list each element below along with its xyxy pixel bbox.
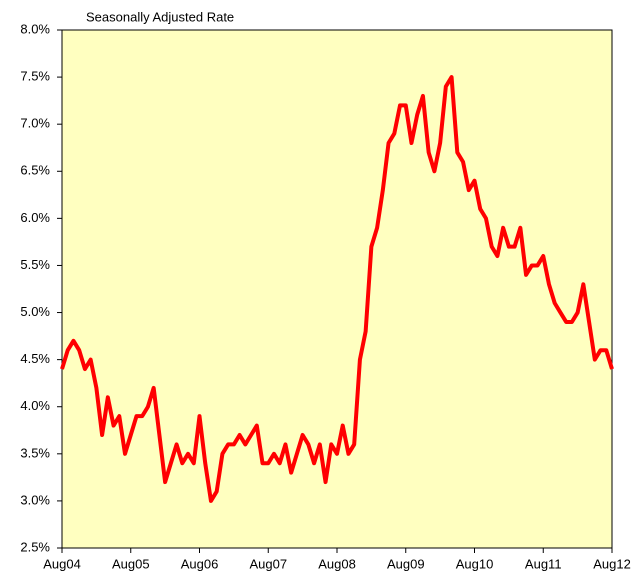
y-tick-label: 4.0%	[20, 398, 50, 413]
y-tick-label: 5.0%	[20, 304, 50, 319]
y-tick-label: 4.5%	[20, 351, 50, 366]
y-tick-label: 8.0%	[20, 21, 50, 36]
x-tick-label: Aug09	[387, 556, 425, 571]
chart-title: Seasonally Adjusted Rate	[86, 9, 234, 24]
y-tick-label: 2.5%	[20, 539, 50, 554]
x-tick-label: Aug11	[525, 556, 562, 571]
x-tick-label: Aug12	[593, 556, 631, 571]
x-tick-label: Aug10	[456, 556, 494, 571]
plot-area	[61, 29, 613, 549]
x-tick-label: Aug06	[181, 556, 219, 571]
y-tick-label: 5.5%	[20, 257, 50, 272]
x-tick-label: Aug04	[43, 556, 81, 571]
y-tick-label: 7.0%	[20, 116, 50, 131]
x-tick-label: Aug05	[112, 556, 150, 571]
y-tick-label: 6.0%	[20, 210, 50, 225]
y-tick-label: 6.5%	[20, 163, 50, 178]
x-tick-label: Aug07	[249, 556, 287, 571]
x-tick-label: Aug08	[318, 556, 356, 571]
line-series	[60, 75, 614, 503]
y-tick-label: 3.0%	[20, 492, 50, 507]
y-tick-label: 3.5%	[20, 445, 50, 460]
y-tick-label: 7.5%	[20, 69, 50, 84]
